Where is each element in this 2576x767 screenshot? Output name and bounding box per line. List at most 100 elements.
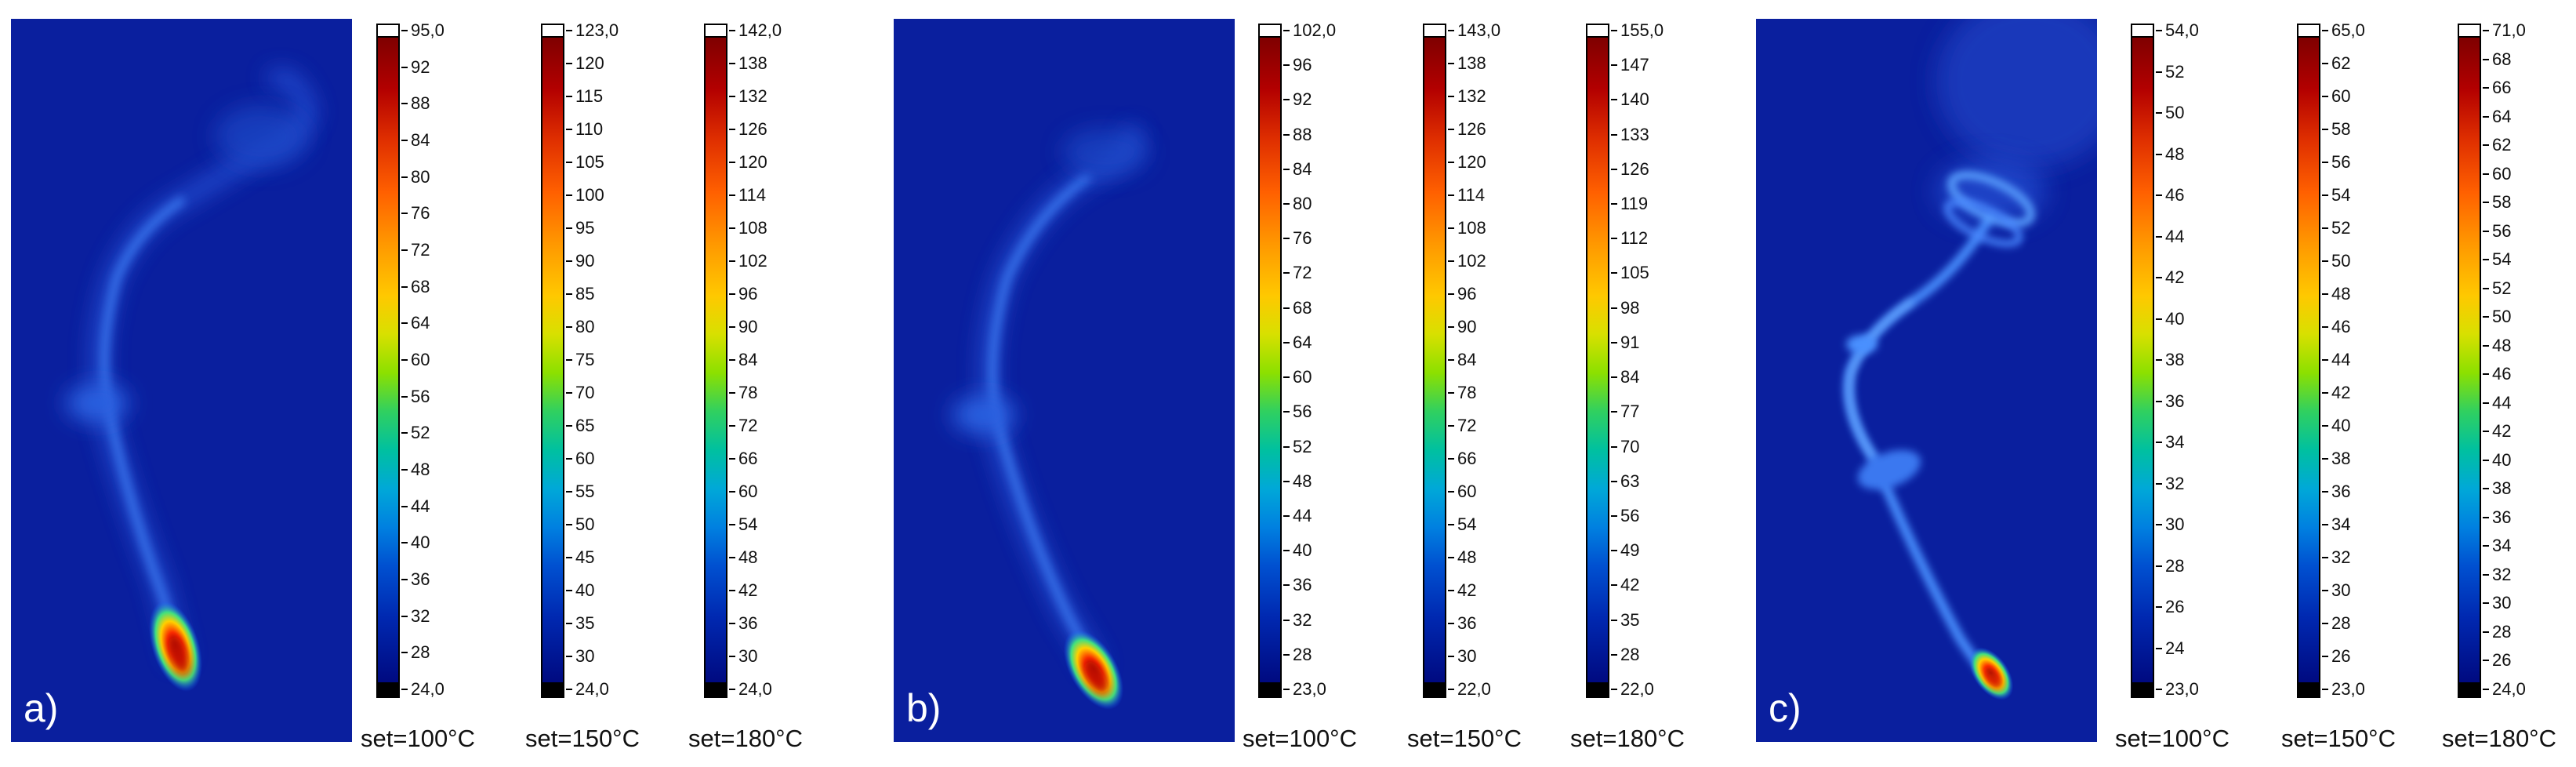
tick-label: 84 xyxy=(1293,158,1312,179)
tick-mark xyxy=(729,656,735,657)
tick-mark xyxy=(401,542,408,544)
tick-mark xyxy=(401,103,408,105)
colorbar xyxy=(2458,24,2481,698)
tick-label: 28 xyxy=(2165,555,2185,576)
tick-label: 56 xyxy=(1293,402,1312,422)
colorbar xyxy=(1586,24,1609,698)
tick-label: 32 xyxy=(2331,547,2351,567)
tick-label: 38 xyxy=(2492,478,2512,499)
tick-mark xyxy=(1611,30,1617,31)
colorbar xyxy=(1423,24,1446,698)
tick-mark xyxy=(2483,660,2489,662)
tick-label: 56 xyxy=(2492,220,2512,241)
tick-mark xyxy=(2156,524,2162,525)
tick-label: 30 xyxy=(1457,646,1477,666)
colorbar-gradient xyxy=(378,38,398,682)
colorbar-gradient xyxy=(1260,38,1280,682)
tick-mark xyxy=(1283,376,1290,379)
tick-mark xyxy=(1283,689,1290,690)
tick-label: 132 xyxy=(1457,86,1486,106)
tick-mark xyxy=(2156,565,2162,567)
tick-label: 102,0 xyxy=(1293,20,1337,40)
tick-mark xyxy=(729,623,735,624)
tick-mark xyxy=(2483,202,2489,204)
tick-mark xyxy=(1448,63,1454,64)
tick-mark xyxy=(2483,173,2489,175)
tick-label: 42 xyxy=(738,580,758,600)
tick-label: 24,0 xyxy=(2492,679,2526,699)
tick-mark xyxy=(401,30,408,31)
tick-mark xyxy=(2483,545,2489,547)
tick-mark xyxy=(1611,99,1617,101)
tick-mark xyxy=(1611,272,1617,274)
tick-mark xyxy=(729,30,735,31)
colorbar-top-cap xyxy=(2132,25,2153,38)
tick-label: 80 xyxy=(575,317,595,336)
tick-label: 35 xyxy=(575,613,595,633)
tick-mark xyxy=(2156,647,2162,649)
tick-mark xyxy=(1283,64,1290,67)
tick-label: 42 xyxy=(2165,267,2185,287)
tick-label: 30 xyxy=(738,646,758,666)
colorbar-top-cap xyxy=(1424,25,1445,38)
colorbar xyxy=(2297,24,2320,698)
tick-mark xyxy=(729,63,735,64)
panel-b: b) 102,0 96 92 88 84 80 76 72 68 64 60 56 52 48 44 40 36… xyxy=(886,0,1732,767)
tick-mark xyxy=(2483,516,2489,518)
tick-label: 85 xyxy=(575,284,595,304)
tick-label: 120 xyxy=(575,53,604,73)
tick-mark xyxy=(2322,63,2328,64)
colorbar-ticks: 71,0 68 66 64 62 60 58 56 54 52 50 48 46 44 42 40 38 36 34… xyxy=(2483,20,2576,699)
tick-mark xyxy=(1283,341,1290,344)
tick-label: 46 xyxy=(2331,317,2351,336)
tick-mark xyxy=(2483,373,2489,376)
tick-label: 138 xyxy=(1457,53,1486,73)
tick-label: 142,0 xyxy=(738,20,782,40)
thermal-image-b: b) xyxy=(894,19,1235,742)
tick-mark xyxy=(2483,144,2489,147)
tick-mark xyxy=(566,30,572,31)
tick-mark xyxy=(729,689,735,690)
tick-label: 112 xyxy=(1620,228,1649,249)
tick-label: 64 xyxy=(411,313,430,333)
scale-b-180: 155,0 147 140 133 126 119 112 105 98 91 84 77 70 63 56… xyxy=(1570,17,1735,767)
tick-label: 52 xyxy=(2165,61,2185,82)
tick-label: 54 xyxy=(2331,185,2351,205)
tick-label: 133 xyxy=(1620,124,1649,144)
tick-mark xyxy=(1611,584,1617,587)
tick-label: 62 xyxy=(2331,53,2351,73)
tick-label: 30 xyxy=(2492,593,2512,613)
tick-mark xyxy=(2156,359,2162,361)
tick-label: 63 xyxy=(1620,471,1640,491)
tick-label: 102 xyxy=(738,251,767,271)
tick-label: 48 xyxy=(411,460,430,479)
colorbar xyxy=(704,24,727,698)
tick-mark xyxy=(566,590,572,591)
tick-mark xyxy=(2483,30,2489,31)
tick-label: 48 xyxy=(2331,284,2351,304)
tick-label: 120 xyxy=(1457,152,1486,172)
colorbar xyxy=(376,24,400,698)
tick-mark xyxy=(729,524,735,525)
tick-label: 68 xyxy=(2492,49,2512,69)
tick-mark xyxy=(2483,115,2489,118)
tick-label: 100 xyxy=(575,185,604,205)
tick-label: 71,0 xyxy=(2492,20,2526,40)
tick-mark xyxy=(2156,194,2162,196)
tick-mark xyxy=(2322,392,2328,394)
tick-label: 75 xyxy=(575,350,595,369)
tick-label: 36 xyxy=(1457,613,1477,633)
tick-mark xyxy=(401,505,408,507)
tick-label: 60 xyxy=(2492,163,2512,184)
tick-mark xyxy=(729,162,735,163)
tick-label: 60 xyxy=(1457,482,1477,501)
tick-label: 68 xyxy=(411,276,430,296)
tick-label: 126 xyxy=(1620,158,1649,179)
tick-label: 24,0 xyxy=(575,679,609,699)
tick-label: 52 xyxy=(1293,436,1312,456)
tick-mark xyxy=(1611,238,1617,240)
tick-mark xyxy=(1448,557,1454,558)
tick-label: 48 xyxy=(738,547,758,567)
tick-mark xyxy=(566,227,572,229)
tick-label: 66 xyxy=(2492,78,2512,98)
